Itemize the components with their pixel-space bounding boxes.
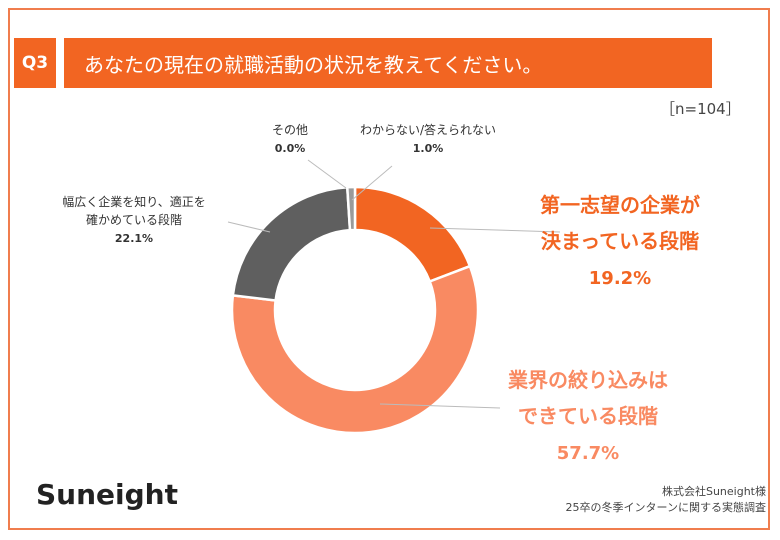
slice-value-0: 19.2%: [589, 268, 651, 289]
source-company: 株式会社Suneight様: [661, 485, 766, 498]
brand-logo: Suneight: [36, 478, 178, 511]
question-number-badge: Q3: [14, 38, 56, 88]
source-survey: 25卒の冬季インターンに関する実態調査: [565, 501, 766, 514]
slice-label-2-line-1: 確かめている段階: [86, 212, 182, 227]
slice-value-2: 22.1%: [115, 232, 153, 245]
leader-line-2: [227, 221, 271, 233]
donut-slice-1: [230, 264, 480, 435]
leader-line-0: [429, 227, 561, 233]
slice-label-1-line-1: できている段階: [518, 404, 658, 428]
donut-slice-2: [231, 185, 352, 302]
donut-slice-3: [345, 185, 357, 232]
slice-label-0-line-1: 決まっている段階: [541, 229, 699, 253]
slice-value-3: 1.0%: [413, 142, 444, 155]
source-note: 株式会社Suneight様 25卒の冬季インターンに関する実態調査: [566, 484, 766, 516]
sample-size-label: ［n=104］: [660, 100, 741, 118]
slice-value-4: 0.0%: [275, 142, 306, 155]
slice-value-1: 57.7%: [557, 443, 619, 464]
leader-line-1: [379, 403, 501, 409]
slide-frame: [8, 8, 770, 530]
slice-label-0-line-0: 第一志望の企業が: [540, 193, 700, 217]
slice-label-3-line-0: わからない/答えられない: [360, 122, 496, 137]
leader-line-3: [351, 165, 393, 201]
slice-label-1-line-0: 業界の絞り込みは: [508, 368, 668, 392]
donut-slice-0: [353, 185, 472, 284]
slice-label-4-line-0: その他: [272, 123, 308, 137]
leader-line-4: [307, 159, 347, 189]
question-title: あなたの現在の就職活動の状況を教えてください。: [64, 38, 712, 88]
slice-label-2-line-0: 幅広く企業を知り、適正を: [62, 194, 206, 209]
